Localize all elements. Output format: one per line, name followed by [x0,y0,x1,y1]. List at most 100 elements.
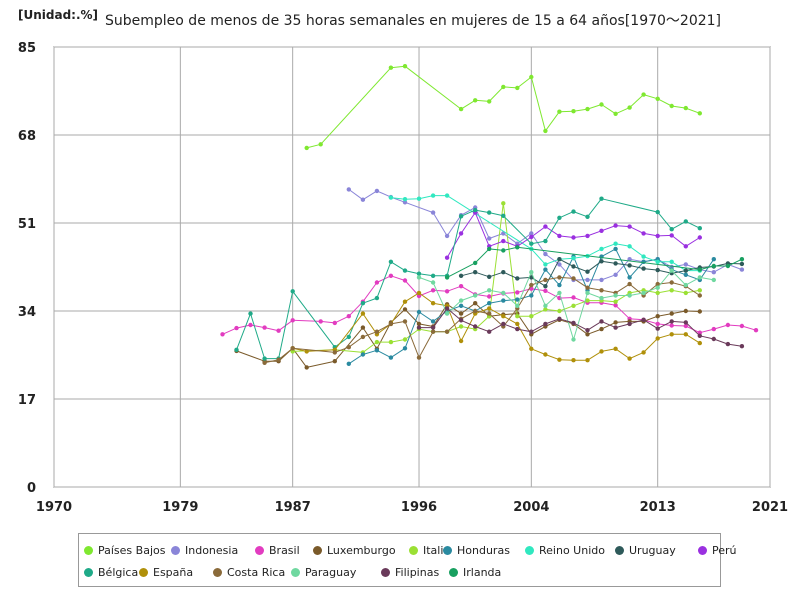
data-point [739,323,745,329]
data-point [346,187,351,192]
legend-label: Brasil [269,544,300,557]
data-point [543,267,548,272]
legend-swatch [291,568,300,577]
data-point [304,349,309,354]
data-point [683,308,688,314]
data-point [515,303,520,308]
data-point [458,338,464,344]
data-point [585,233,590,239]
data-point [669,319,674,324]
data-point [571,209,576,214]
series-line-belgica [236,198,701,360]
data-point [599,288,604,293]
legend-label: Reino Unido [539,544,605,557]
data-point [487,301,492,306]
data-point [473,98,478,103]
data-point [501,321,506,327]
data-point [655,281,660,287]
data-point [402,197,408,202]
data-point [557,357,562,362]
data-point [416,355,422,360]
series-line-espana [292,292,701,361]
legend-item-costa-rica: Costa Rica [213,566,285,579]
legend-swatch [525,546,534,555]
data-point [430,210,436,215]
legend-label: Indonesia [185,544,239,557]
chart-title: Subempleo de menos de 35 horas semanales… [105,13,721,29]
data-point [402,268,408,273]
data-point [669,259,674,264]
unit-label: [Unidad:.%] [18,8,99,22]
plot-area [53,46,771,488]
data-point [585,358,590,363]
series-line-reino-unido [390,195,700,272]
legend-swatch [381,568,390,577]
data-point [599,349,604,354]
data-point [515,85,520,91]
series-filipinas [416,306,745,349]
data-point [669,227,674,232]
data-point [374,329,380,334]
data-point [571,295,576,300]
data-point [683,262,688,267]
data-point [430,301,436,306]
data-point [613,272,618,277]
x-tick-label: 1996 [401,500,437,515]
data-point [739,257,745,262]
data-point [655,290,660,296]
data-point [487,246,492,252]
legend-item-indonesia: Indonesia [171,544,238,557]
data-point [360,311,366,316]
data-point [290,318,295,323]
axis-layer: 1970 1979 1987 1996 2004 2013 2021 0 17 34 51 68 85 [18,41,788,515]
data-point [501,201,506,206]
data-point [599,196,604,201]
legend-item-espana: España [139,566,193,579]
legend-swatch [84,568,93,577]
legend-label: Paraguay [305,566,357,579]
data-point [543,238,548,244]
data-point [655,233,660,239]
data-point [711,277,716,283]
legend-swatch [443,546,452,555]
y-tick-label: 51 [18,217,36,232]
data-point [585,290,590,296]
data-point [501,248,506,253]
data-point [473,324,478,329]
data-point [388,259,394,264]
data-point [669,332,674,337]
data-point [599,277,604,283]
data-point [697,309,702,314]
data-point [332,350,337,355]
data-point [346,361,351,366]
data-point [655,267,660,273]
data-point [599,228,604,233]
data-point [613,303,618,308]
data-point [458,311,464,316]
x-tick-label: 2013 [640,500,676,515]
data-point [346,334,351,340]
data-point [571,235,576,240]
data-point [655,321,660,327]
data-point [416,309,422,315]
data-point [669,103,674,109]
data-point [697,111,702,116]
series-belgica [234,196,702,361]
data-point [613,299,618,304]
data-point [655,209,660,215]
data-point [627,275,632,280]
data-point [669,268,674,273]
data-point [487,210,492,215]
data-point [515,326,520,332]
legend-item-paraguay: Paraguay [291,566,356,579]
data-point [290,289,295,294]
data-point [655,314,660,319]
data-point [585,298,590,303]
legend-swatch [213,568,222,577]
data-point [416,290,422,296]
data-point [529,282,534,288]
legend-item-luxemburgo: Luxemburgo [313,544,396,557]
data-point [515,321,520,327]
legend-label: Filipinas [395,566,440,579]
data-point [402,319,408,324]
